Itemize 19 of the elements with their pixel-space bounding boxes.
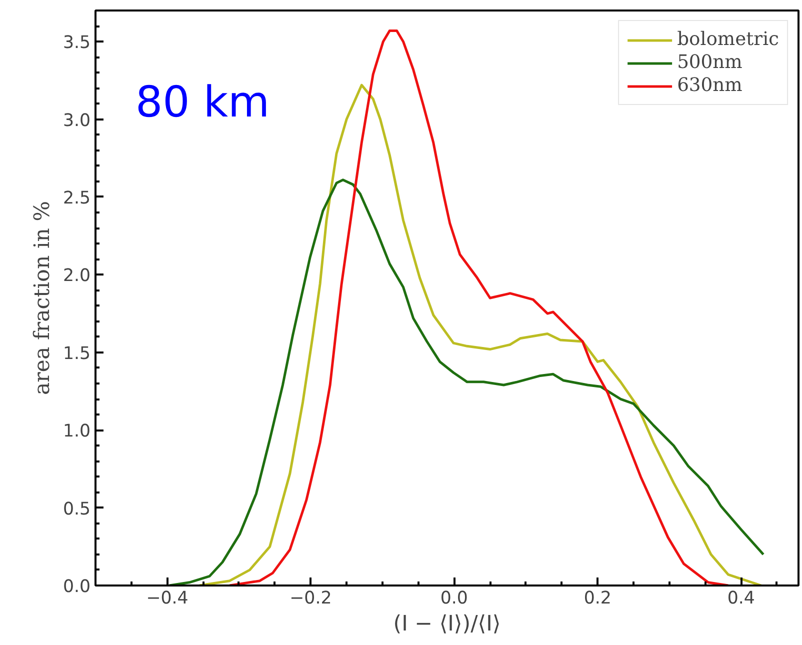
y-tick-label: 1.0 xyxy=(62,422,91,442)
y-tick-label: 2.0 xyxy=(62,266,91,286)
legend-label: bolometric xyxy=(677,29,779,50)
x-tick-label: 0.2 xyxy=(584,588,612,608)
y-axis-title: area fraction in % xyxy=(30,200,55,396)
y-tick-label: 1.5 xyxy=(62,344,91,364)
x-tick-label: −0.2 xyxy=(290,588,332,608)
x-tick-label: −0.4 xyxy=(146,588,188,608)
y-tick-label: 3.5 xyxy=(62,33,91,54)
y-tick-label: 0.5 xyxy=(62,499,91,520)
legend-label: 500nm xyxy=(677,52,742,73)
x-tick-label: 0.0 xyxy=(440,588,468,608)
x-tick-label: 0.4 xyxy=(727,588,755,608)
legend-label: 630nm xyxy=(677,75,742,96)
annotation: 80 km xyxy=(136,78,270,128)
line-series xyxy=(168,178,765,586)
y-tick-label: 3.0 xyxy=(62,110,91,131)
x-axis-title: (I − ⟨I⟩)/⟨I⟩ xyxy=(393,612,501,636)
y-tick-label: 2.5 xyxy=(62,188,91,208)
